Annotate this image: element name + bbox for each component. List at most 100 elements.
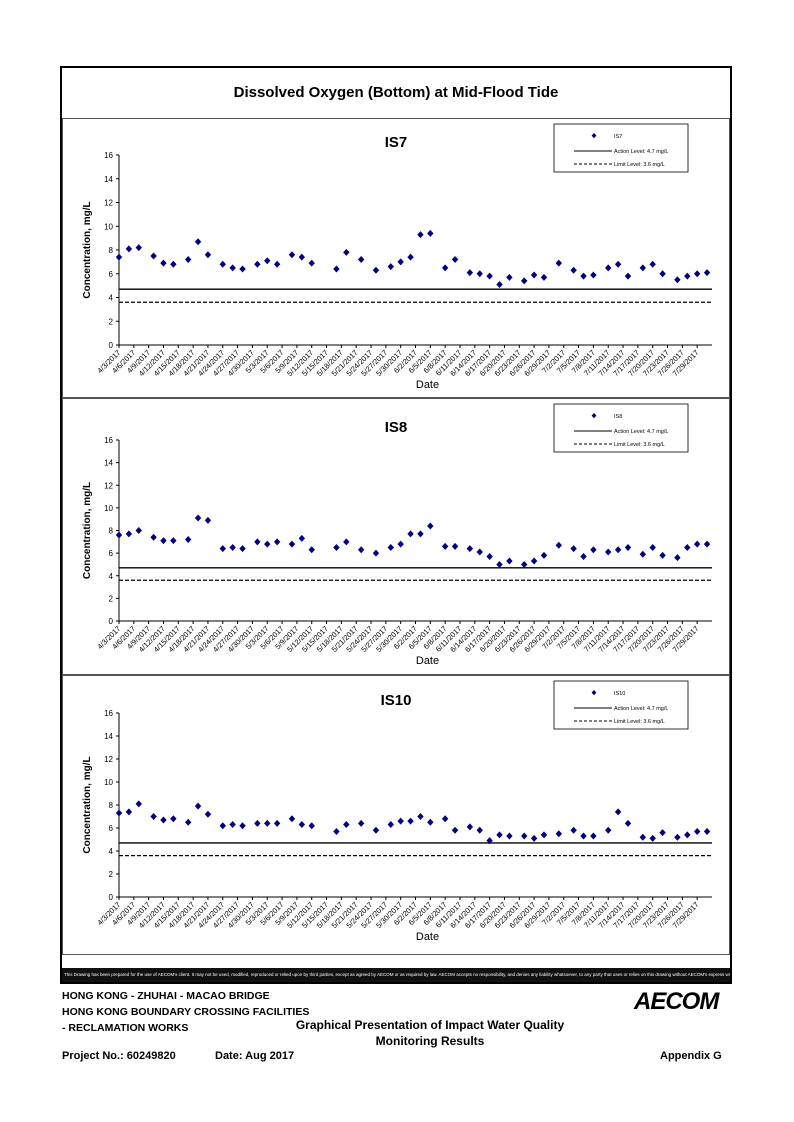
project-line-2: HONG KONG BOUNDARY CROSSING FACILITIES — [62, 1006, 310, 1018]
data-point — [624, 819, 632, 827]
data-point — [264, 257, 271, 265]
data-point — [506, 557, 513, 565]
data-point — [570, 826, 577, 834]
data-point — [639, 833, 647, 841]
x-axis-label: Date — [416, 655, 439, 667]
drawing-frame — [60, 66, 732, 984]
data-point — [605, 826, 612, 834]
data-point — [135, 800, 142, 808]
data-point — [624, 543, 632, 551]
y-tick-label: 10 — [104, 222, 113, 231]
data-point — [254, 819, 261, 827]
data-point — [466, 823, 474, 831]
legend-marker-series — [591, 133, 597, 139]
y-tick-label: 8 — [109, 801, 114, 810]
data-point — [219, 545, 226, 553]
data-point — [239, 545, 246, 553]
data-point — [530, 834, 538, 842]
chart-title: IS7 — [385, 134, 408, 151]
data-point — [308, 822, 315, 830]
data-point — [170, 815, 177, 823]
data-point — [264, 540, 271, 548]
y-tick-label: 10 — [104, 778, 113, 787]
y-tick-label: 4 — [109, 847, 114, 856]
data-point — [441, 264, 449, 272]
data-point — [486, 837, 493, 845]
chart-panel-border — [62, 118, 730, 398]
y-tick-label: 14 — [104, 459, 113, 468]
chart-title: IS8 — [385, 419, 408, 436]
data-point — [343, 821, 350, 829]
data-point — [333, 265, 340, 273]
data-point — [684, 543, 691, 551]
data-point — [521, 277, 528, 285]
data-point — [194, 802, 202, 810]
data-point — [273, 260, 281, 268]
data-point — [530, 271, 538, 279]
data-point — [486, 272, 493, 280]
y-tick-label: 12 — [104, 199, 113, 208]
data-point — [397, 817, 404, 825]
data-point — [540, 273, 548, 281]
data-point — [649, 543, 656, 551]
data-point — [397, 540, 404, 548]
y-axis-label: Concentration, mg/L — [82, 756, 93, 853]
caption-line-1: Graphical Presentation of Impact Water Q… — [295, 1018, 565, 1032]
data-point — [674, 554, 681, 562]
data-point — [308, 259, 315, 267]
data-point — [555, 259, 563, 267]
data-point — [496, 560, 503, 568]
data-point — [580, 832, 587, 840]
y-tick-label: 8 — [109, 246, 114, 255]
y-tick-label: 16 — [104, 151, 113, 160]
data-point — [125, 245, 133, 253]
legend: IS7 Action Level: 4.7 mg/L Limit Level: 3.… — [553, 123, 689, 173]
legend-label-limit: Limit Level: 3.6 mg/L — [614, 162, 665, 168]
data-point — [298, 821, 306, 829]
data-point — [649, 260, 656, 268]
data-point — [451, 542, 459, 550]
data-point — [160, 816, 167, 824]
data-point — [273, 819, 281, 827]
data-point — [624, 272, 632, 280]
data-point — [693, 540, 701, 548]
data-point — [451, 826, 459, 834]
data-point — [150, 252, 157, 260]
project-line-3: - RECLAMATION WORKS — [62, 1022, 189, 1034]
y-tick-label: 4 — [109, 294, 114, 303]
data-point — [115, 809, 123, 817]
data-point — [343, 248, 350, 256]
data-point — [254, 260, 261, 268]
data-point — [333, 543, 340, 551]
data-point — [407, 253, 414, 261]
data-point — [397, 258, 404, 266]
data-point — [115, 531, 123, 539]
data-point — [288, 815, 296, 823]
data-point — [703, 827, 711, 835]
data-point — [417, 530, 424, 538]
data-point — [540, 831, 548, 839]
caption-line-2: Monitoring Results — [375, 1034, 485, 1048]
data-point — [466, 269, 474, 277]
data-point — [160, 537, 167, 545]
data-point — [357, 819, 365, 827]
data-point — [135, 244, 142, 252]
data-point — [674, 276, 681, 284]
data-point — [204, 516, 212, 524]
data-point — [659, 270, 666, 278]
y-tick-label: 10 — [104, 504, 113, 513]
data-point — [693, 827, 701, 835]
data-point — [590, 832, 597, 840]
data-point — [693, 270, 701, 278]
y-tick-label: 0 — [109, 617, 114, 626]
data-point — [614, 546, 622, 554]
data-point — [605, 264, 612, 272]
data-point — [486, 553, 493, 561]
data-point — [614, 808, 622, 816]
y-tick-label: 6 — [109, 270, 114, 279]
data-point — [372, 266, 380, 274]
legend-label-action: Action Level: 4.7 mg/L — [614, 429, 668, 435]
data-point — [703, 540, 711, 548]
chart-panel-border — [62, 398, 730, 675]
drawing-date: Date: Aug 2017 — [215, 1050, 295, 1062]
